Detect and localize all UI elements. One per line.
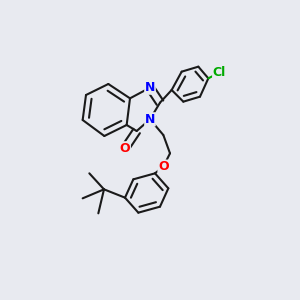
- Text: N: N: [145, 113, 155, 126]
- Text: O: O: [158, 160, 169, 173]
- Text: O: O: [120, 142, 130, 155]
- Text: N: N: [145, 81, 155, 94]
- Text: Cl: Cl: [213, 66, 226, 79]
